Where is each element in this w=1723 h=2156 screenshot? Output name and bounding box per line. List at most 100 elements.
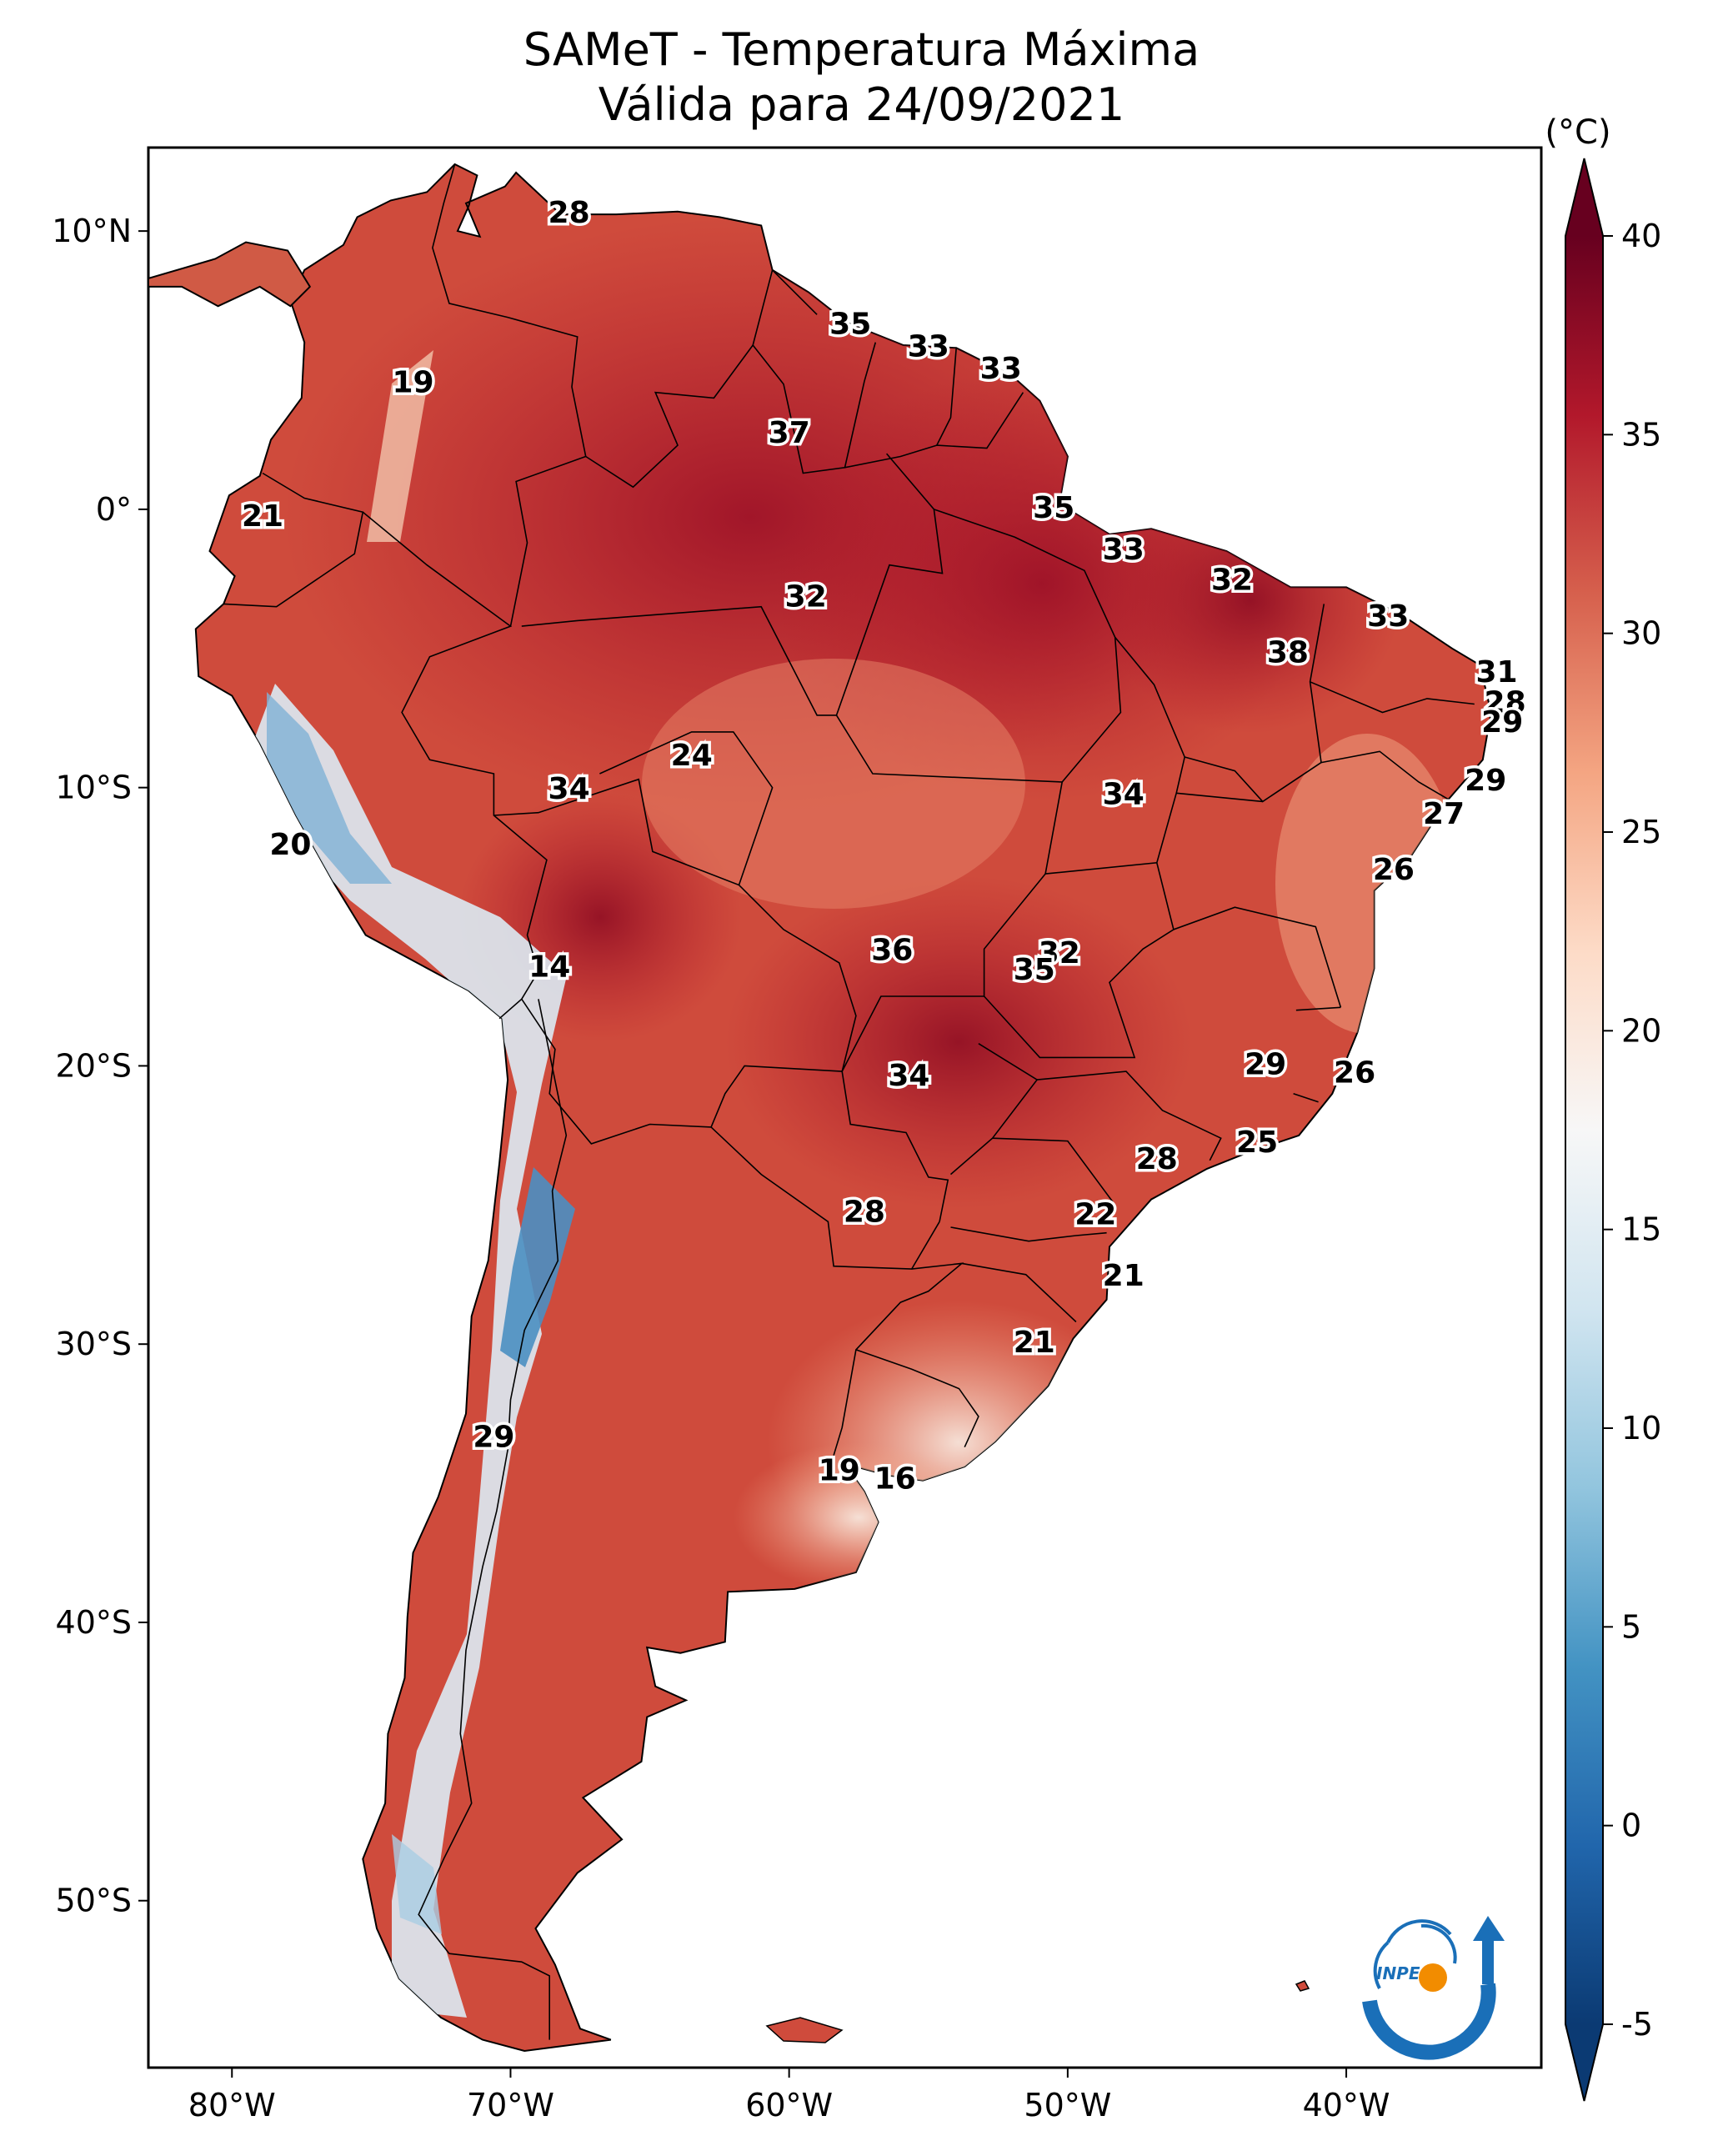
temperature-label: 21: [1014, 1326, 1055, 1360]
border-line: [934, 509, 1185, 875]
temperature-label: 32: [1211, 564, 1253, 598]
colorbar: (°C) 40 35 30 25 20 15 10 5 0 -5: [1545, 113, 1661, 2102]
border-line: [1037, 1070, 1222, 1161]
temperature-label: 32: [1039, 936, 1080, 970]
lat-tick-label: 10°S: [56, 770, 132, 806]
colorbar-unit: (°C): [1545, 113, 1610, 152]
temperature-label: 14: [528, 950, 570, 985]
latitude-axis: 10°N 0° 10°S 20°S 30°S 40°S 50°S: [52, 213, 148, 1919]
longitude-axis: 80°W 70°W 60°W 50°W 40°W: [188, 2068, 1390, 2123]
border-line: [223, 472, 364, 608]
temperature-label: 32: [785, 580, 827, 614]
border-line: [983, 873, 1175, 1059]
colorbar-tick-label: 15: [1621, 1211, 1661, 1248]
border-line: [1310, 681, 1475, 714]
map-subtitle: Válida para 24/09/2021: [598, 78, 1125, 131]
lon-tick-label: 40°W: [1303, 2087, 1390, 2123]
inpe-logo: INPE: [1362, 1916, 1505, 2060]
temperature-label: 34: [1103, 778, 1144, 812]
temperature-label: 26: [1334, 1055, 1375, 1090]
temperature-label: 29: [473, 1421, 514, 1455]
lon-tick-label: 70°W: [467, 2087, 554, 2123]
border-line: [599, 731, 774, 885]
lat-tick-label: 50°S: [56, 1883, 132, 1919]
temperature-label: 16: [874, 1462, 916, 1497]
central-america-land: [148, 241, 312, 308]
temperature-label: 29: [1465, 764, 1506, 798]
border-line: [432, 163, 587, 627]
colorbar-tick-label: 40: [1621, 218, 1661, 254]
temperature-label: 26: [1373, 853, 1415, 887]
temperature-label: 25: [1236, 1126, 1278, 1160]
temperature-label: 38: [1267, 636, 1309, 670]
temperature-label: 21: [242, 499, 283, 534]
border-line: [936, 392, 1024, 449]
colorbar-tick-label: 0: [1621, 1808, 1641, 1844]
lat-tick-label: 20°S: [56, 1047, 132, 1084]
temperature-label: 33: [1103, 533, 1144, 567]
temperature-label: 28: [844, 1195, 885, 1229]
border-line: [418, 999, 568, 2040]
logo-text: INPE: [1376, 1963, 1420, 1983]
temperature-field: [250, 217, 1459, 2018]
border-line: [521, 605, 1063, 783]
lat-tick-label: 30°S: [56, 1326, 132, 1362]
border-line: [841, 1070, 949, 1222]
border-line: [841, 995, 984, 1072]
political-borders: [223, 163, 1475, 2040]
border-line: [752, 342, 877, 474]
temperature-label: 28: [548, 196, 590, 230]
colorbar-tick-label: 25: [1621, 814, 1661, 850]
colorbar-tick-label: 5: [1621, 1608, 1641, 1645]
border-line: [950, 1226, 1107, 1242]
border-line: [1176, 792, 1263, 803]
border-line: [949, 1043, 1039, 1176]
border-line: [1320, 750, 1453, 803]
temperature-label: 20: [269, 828, 311, 862]
lat-tick-label: 40°S: [56, 1604, 132, 1641]
border-line: [961, 1262, 1077, 1323]
border-line: [1293, 1093, 1319, 1103]
colorbar-tick-label: -5: [1621, 2006, 1653, 2043]
temperature-label: 34: [888, 1059, 929, 1093]
temperature-label: 19: [819, 1454, 860, 1488]
colorbar-tick-label: 10: [1621, 1410, 1661, 1447]
temperature-label: 21: [1103, 1259, 1144, 1293]
islands: [148, 241, 1310, 2043]
border-line: [710, 1126, 940, 1270]
temperature-label: 34: [548, 772, 590, 806]
temperature-label: 31: [1475, 655, 1517, 689]
border-line: [992, 1137, 1116, 1206]
border-line: [1156, 862, 1342, 1008]
colorbar-tick-label: 20: [1621, 1012, 1661, 1049]
border-line: [772, 269, 818, 315]
colorbar-gradient: [1565, 236, 1603, 2024]
temperature-label: 33: [980, 352, 1022, 386]
colorbar-max-extend: [1565, 158, 1603, 236]
lat-tick-label: 0°: [96, 491, 132, 528]
colorbar-tick-label: 35: [1621, 416, 1661, 453]
logo-orange-dot: [1419, 1963, 1447, 1992]
temperature-label: 37: [769, 416, 810, 450]
colorbar-tick-label: 30: [1621, 615, 1661, 652]
temperature-label: 28: [1485, 686, 1526, 720]
temperature-label: 36: [871, 934, 913, 968]
border-line: [362, 511, 548, 1020]
border-line: [855, 1349, 979, 1448]
temperature-label: 28: [1136, 1142, 1178, 1176]
lon-tick-label: 60°W: [745, 2087, 833, 2123]
lat-tick-label: 10°N: [52, 213, 132, 249]
temperature-label: 19: [392, 366, 433, 400]
temperature-label: 35: [1014, 953, 1055, 987]
temperature-label: 33: [908, 329, 949, 364]
colorbar-min-extend: [1565, 2024, 1603, 2101]
map-title: SAMeT - Temperatura Máxima: [523, 23, 1200, 76]
temperature-label: 35: [1033, 491, 1074, 525]
lon-tick-label: 50°W: [1024, 2087, 1111, 2123]
border-line: [1295, 1006, 1341, 1011]
temperature-label: 33: [1367, 599, 1409, 634]
temperature-label: 27: [1423, 797, 1465, 831]
